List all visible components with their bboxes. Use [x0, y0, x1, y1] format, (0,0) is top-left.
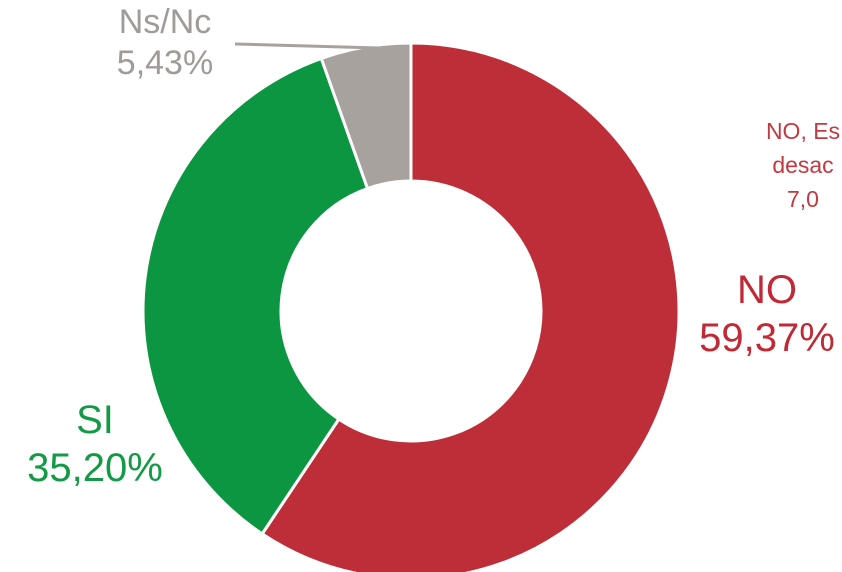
slice-ns-nc: [319, 41, 413, 191]
annotation-no-extra-line2: desac: [772, 152, 834, 178]
leader-line-nsnc: [234, 42, 402, 87]
donut-slices: [141, 41, 681, 572]
slice-si: [141, 56, 370, 536]
slice-no: [260, 41, 681, 572]
slice-label-nsnc: Ns/Nc 5,43%: [96, 2, 234, 84]
slice-label-si: SI 35,20%: [20, 396, 170, 492]
slice-name-no: NO: [737, 268, 797, 312]
annotation-no-extra-line3: 7,0: [787, 186, 819, 212]
slice-value-no: 59,37%: [699, 316, 835, 360]
annotation-no-extra-line1: NO, Es: [765, 118, 841, 144]
slice-name-nsnc: Ns/Nc: [118, 3, 212, 41]
slice-label-no: NO 59,37%: [682, 266, 842, 362]
annotation-no-extra: NO, Es desac 7,0: [708, 114, 842, 216]
slice-value-nsnc: 5,43%: [116, 44, 214, 82]
slice-name-si: SI: [76, 398, 114, 442]
slice-value-si: 35,20%: [27, 446, 163, 490]
